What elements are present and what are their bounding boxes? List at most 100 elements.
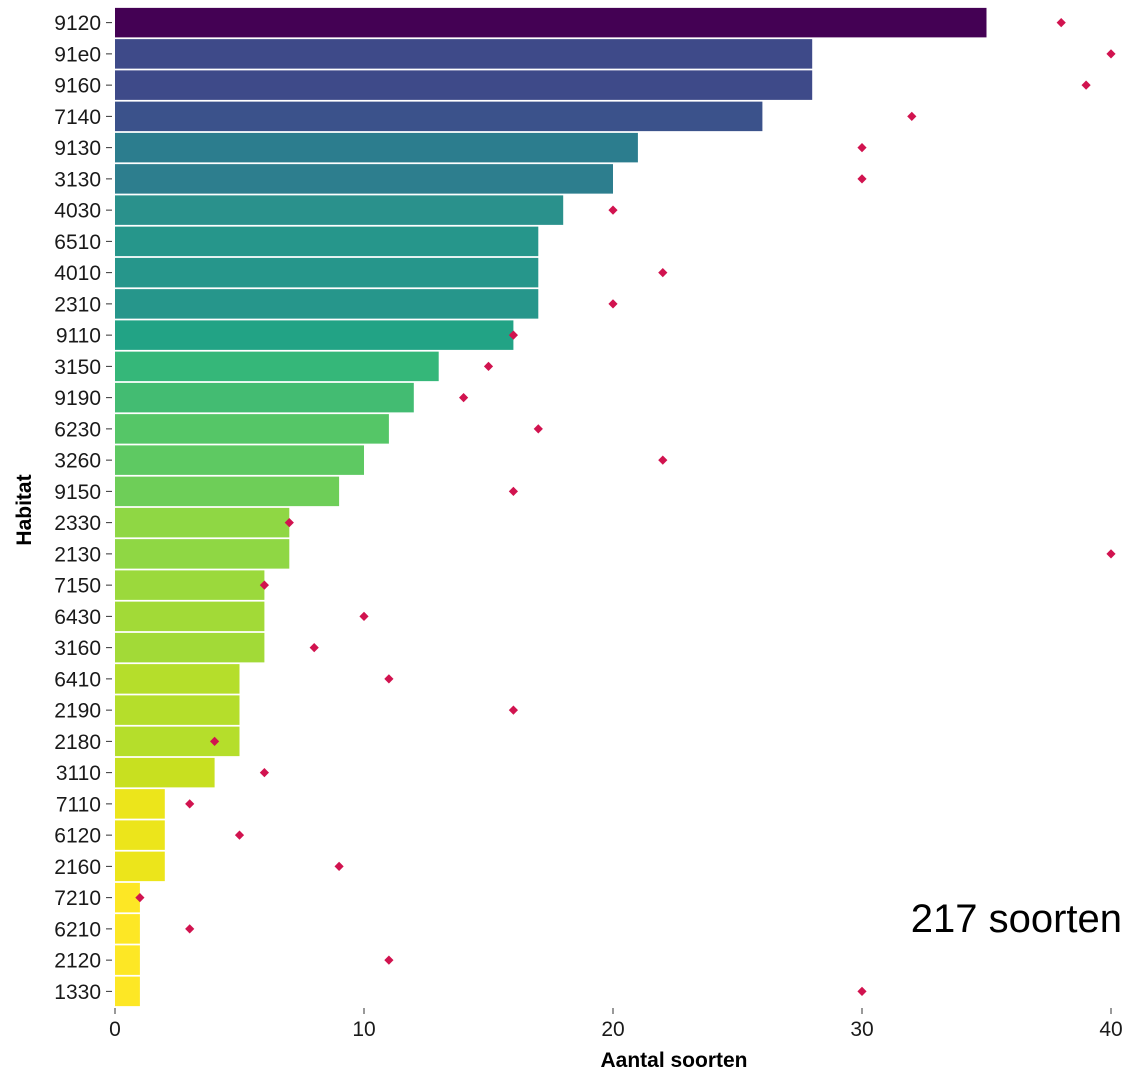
- point-3110: [259, 768, 269, 778]
- point-3260: [658, 455, 668, 465]
- point-9190: [459, 393, 469, 403]
- point-3160: [309, 643, 319, 653]
- point-7140: [907, 111, 917, 121]
- bar-2120: [115, 945, 140, 975]
- bar-9130: [115, 132, 638, 163]
- y-tick-label-9190: 9190: [54, 387, 101, 410]
- point-9130: [857, 143, 867, 153]
- x-tick-label-10: 10: [352, 1018, 375, 1041]
- species-count-annotation: 217 soorten: [911, 897, 1122, 941]
- bar-7140: [115, 101, 763, 132]
- bar-2180: [115, 726, 240, 757]
- point-4010: [658, 268, 668, 278]
- bar-9160: [115, 70, 813, 100]
- point-2310: [608, 299, 618, 309]
- y-tick-label-2120: 2120: [54, 950, 101, 973]
- y-tick-label-9150: 9150: [54, 481, 101, 504]
- y-tick-label-6410: 6410: [54, 668, 101, 691]
- bar-2130: [115, 539, 290, 569]
- bar-4030: [115, 195, 564, 225]
- bar-91e0: [115, 39, 813, 69]
- bar-2160: [115, 851, 165, 882]
- y-tick-label-9120: 9120: [54, 12, 101, 35]
- bar-4010: [115, 257, 539, 288]
- y-tick-label-6510: 6510: [54, 231, 101, 254]
- y-tick-label-7110: 7110: [56, 793, 101, 816]
- point-2160: [334, 861, 344, 871]
- point-2190: [508, 705, 518, 715]
- point-6120: [234, 830, 245, 840]
- point-9120: [1056, 18, 1066, 28]
- bar-9120: [115, 7, 987, 38]
- bar-3110: [115, 757, 215, 788]
- bar-3160: [115, 632, 265, 663]
- bar-6510: [115, 226, 539, 257]
- point-7150: [259, 580, 269, 590]
- points-group: [135, 18, 1116, 996]
- point-7110: [185, 799, 195, 809]
- bar-9190: [115, 382, 414, 413]
- bar-3130: [115, 164, 613, 194]
- bar-1330: [115, 976, 140, 1007]
- point-3150: [483, 361, 494, 371]
- y-tick-label-3110: 3110: [56, 762, 101, 785]
- y-tick-label-4010: 4010: [54, 262, 101, 285]
- y-tick-label-9130: 9130: [54, 137, 101, 160]
- y-tick-label-2160: 2160: [54, 856, 101, 879]
- bar-2310: [115, 289, 539, 319]
- bar-7150: [115, 570, 265, 600]
- y-tick-label-2310: 2310: [54, 293, 101, 316]
- y-tick-label-2190: 2190: [54, 700, 101, 723]
- point-9110: [508, 330, 518, 340]
- y-tick-label-4030: 4030: [54, 200, 101, 223]
- x-axis-title: Aantal soorten: [600, 1049, 747, 1071]
- bar-2190: [115, 695, 240, 725]
- y-tick-label-9160: 9160: [54, 75, 101, 98]
- point-6430: [359, 611, 369, 621]
- bar-6230: [115, 414, 389, 444]
- y-axis-title: Habitat: [13, 474, 36, 545]
- bar-6120: [115, 820, 165, 850]
- point-6230: [533, 424, 543, 434]
- point-2130: [1106, 549, 1116, 559]
- bar-6430: [115, 601, 265, 632]
- y-tick-label-91e0: 91e0: [54, 43, 101, 66]
- y-tick-labels: 9120 91e0 9160 7140 9130 3130 4030 6510 4010 2310…: [54, 12, 112, 1004]
- x-tick-label-40: 40: [1099, 1018, 1122, 1041]
- point-6210: [185, 924, 195, 934]
- y-tick-label-7210: 7210: [54, 887, 101, 910]
- bar-6210: [115, 914, 140, 944]
- point-2330: [284, 518, 294, 528]
- bar-3260: [115, 445, 364, 475]
- bar-2330: [115, 507, 290, 538]
- y-tick-label-2330: 2330: [54, 512, 101, 535]
- y-tick-label-3260: 3260: [54, 450, 101, 473]
- y-tick-label-3130: 3130: [54, 168, 101, 191]
- x-tick-label-20: 20: [601, 1018, 624, 1041]
- x-tick-label-30: 30: [850, 1018, 873, 1041]
- bar-9110: [115, 320, 514, 350]
- bar-9150: [115, 476, 340, 507]
- point-6410: [384, 674, 394, 684]
- point-7210: [135, 893, 145, 903]
- y-tick-label-6210: 6210: [54, 918, 101, 941]
- bar-6410: [115, 664, 240, 694]
- y-tick-label-2180: 2180: [54, 731, 101, 754]
- y-tick-label-7140: 7140: [54, 106, 101, 129]
- y-tick-label-3160: 3160: [54, 637, 101, 660]
- y-tick-label-3150: 3150: [54, 356, 101, 379]
- y-tick-label-6230: 6230: [54, 418, 101, 441]
- y-tick-label-1330: 1330: [54, 981, 101, 1004]
- y-tick-label-6120: 6120: [54, 825, 101, 848]
- bars-group: [115, 7, 987, 1007]
- bar-3150: [115, 351, 439, 382]
- point-3130: [857, 174, 867, 184]
- bar-7110: [115, 789, 165, 819]
- point-2180: [210, 736, 220, 746]
- x-axis: 0 10 20 30 40: [109, 1008, 1123, 1041]
- y-tick-label-6430: 6430: [54, 606, 101, 629]
- y-tick-label-7150: 7150: [54, 575, 101, 598]
- x-tick-label-0: 0: [109, 1018, 121, 1041]
- y-tick-label-2130: 2130: [54, 543, 101, 566]
